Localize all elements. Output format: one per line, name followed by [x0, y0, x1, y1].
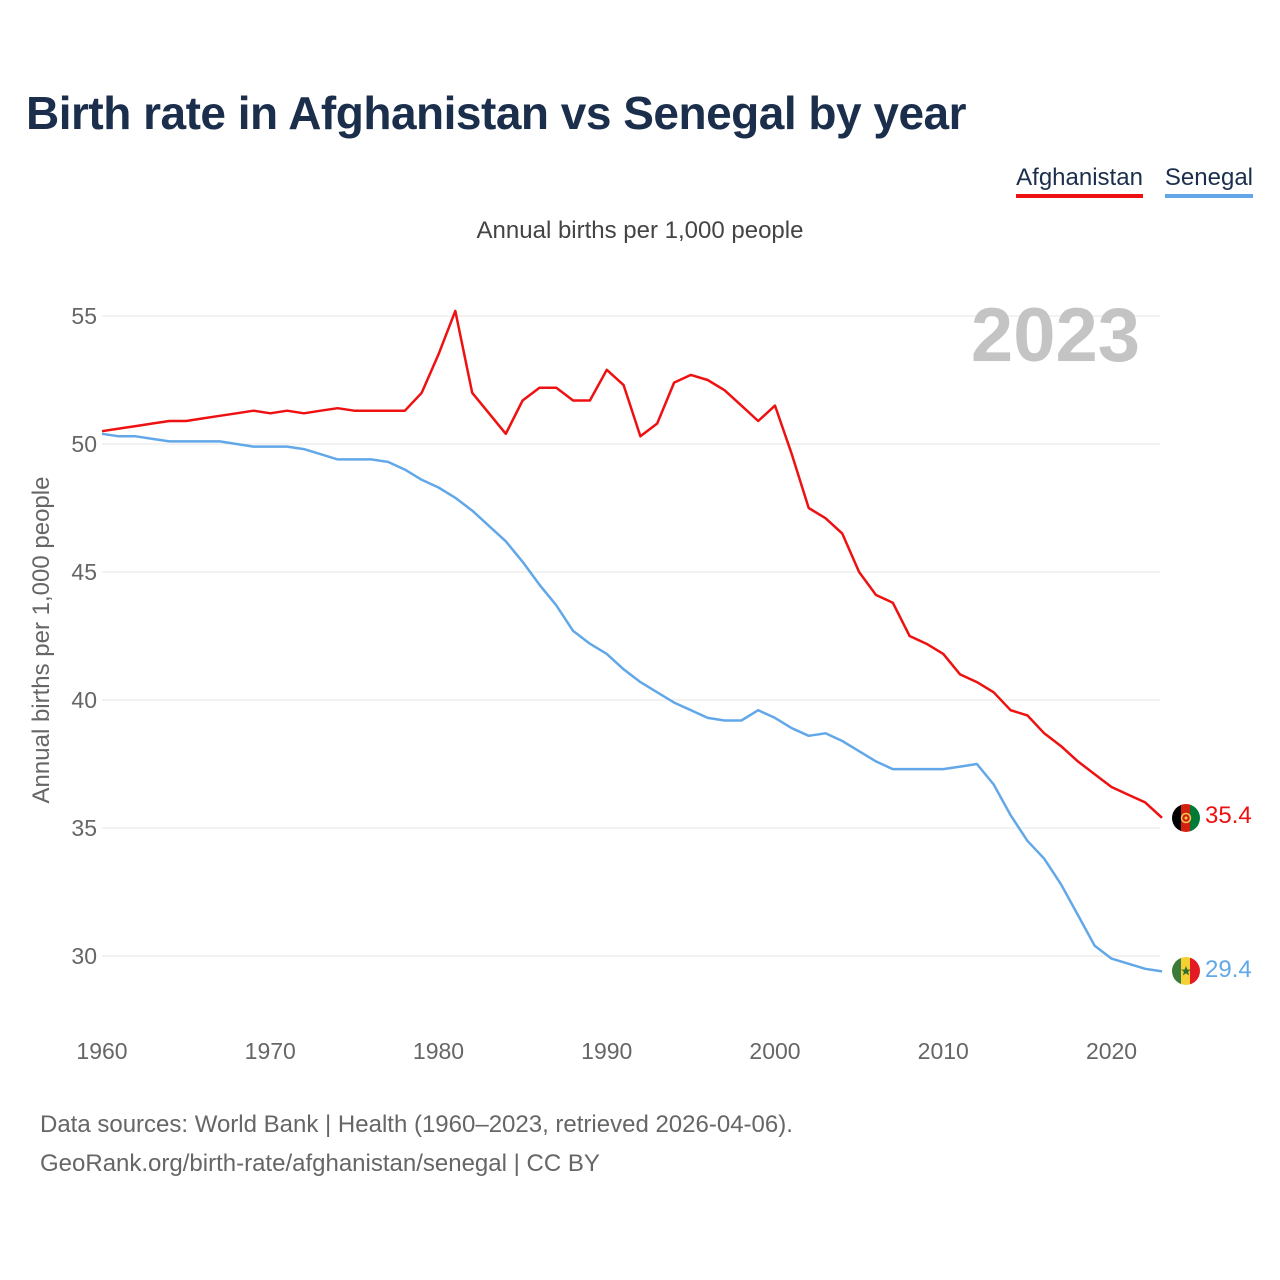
y-tick-label: 45	[71, 559, 97, 585]
senegal-flag-icon	[1172, 957, 1200, 985]
x-tick-label: 2000	[749, 1038, 800, 1064]
x-tick-label: 2010	[918, 1038, 969, 1064]
x-tick-label: 2020	[1086, 1038, 1137, 1064]
legend: Afghanistan Senegal	[1016, 164, 1253, 198]
x-tick-label: 1990	[581, 1038, 632, 1064]
series-line-senegal[interactable]	[101, 432, 1163, 973]
afghanistan-flag-icon	[1172, 804, 1200, 832]
current-year-label: 2023	[971, 293, 1140, 378]
y-tick-label: 40	[71, 687, 97, 713]
y-tick-label: 50	[71, 431, 97, 457]
x-tick-label: 1980	[413, 1038, 464, 1064]
chart-subtitle: Annual births per 1,000 people	[476, 217, 804, 244]
series-line-afghanistan[interactable]	[101, 309, 1163, 819]
chart-title: Birth rate in Afghanistan vs Senegal by …	[26, 87, 967, 139]
legend-item-afghanistan[interactable]: Afghanistan	[1016, 164, 1143, 198]
x-tick-label: 1960	[76, 1038, 127, 1064]
afghanistan-end-value: 35.4	[1205, 802, 1252, 829]
senegal-end-value: 29.4	[1205, 956, 1252, 983]
x-tick-label: 1970	[245, 1038, 296, 1064]
y-tick-label: 55	[71, 303, 97, 329]
footer-attribution[interactable]: GeoRank.org/birth-rate/afghanistan/seneg…	[40, 1150, 600, 1177]
y-tick-label: 35	[71, 815, 97, 841]
footer: Data sources: World Bank | Health (1960–…	[40, 1105, 793, 1183]
legend-item-senegal[interactable]: Senegal	[1164, 164, 1253, 198]
footer-sources: Data sources: World Bank | Health (1960–…	[40, 1111, 793, 1138]
y-tick-label: 30	[71, 943, 97, 969]
